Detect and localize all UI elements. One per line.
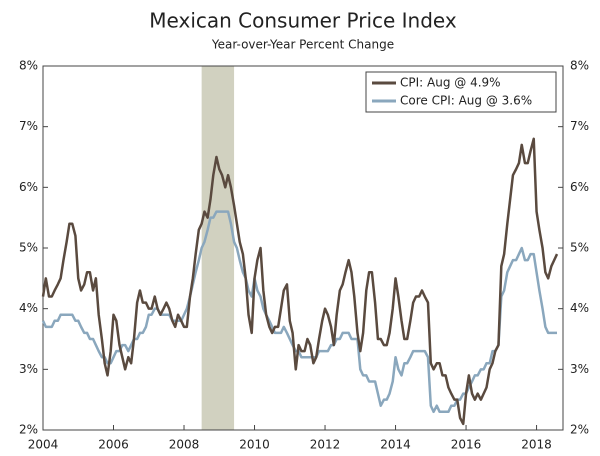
x-tick-label: 2016 bbox=[451, 438, 482, 452]
y2-tick-label: 8% bbox=[570, 59, 589, 73]
x-tick-label: 2014 bbox=[380, 438, 411, 452]
y2-tick-label: 7% bbox=[570, 119, 589, 133]
legend-box bbox=[365, 71, 557, 113]
legend-label: CPI: Aug @ 4.9% bbox=[400, 76, 501, 90]
y2-tick-label: 3% bbox=[570, 362, 589, 376]
x-tick-label: 2012 bbox=[310, 438, 341, 452]
y2-tick-label: 5% bbox=[570, 241, 589, 255]
plot-frame bbox=[42, 65, 564, 431]
legend-label: Core CPI: Aug @ 3.6% bbox=[400, 94, 532, 108]
y2-tick-label: 6% bbox=[570, 180, 589, 194]
y-tick-label: 2% bbox=[19, 423, 38, 437]
y-tick-label: 4% bbox=[19, 301, 38, 315]
y-tick-label: 5% bbox=[19, 241, 38, 255]
y-tick-label: 7% bbox=[19, 119, 38, 133]
chart-title: Mexican Consumer Price Index bbox=[149, 9, 457, 33]
x-tick-label: 2008 bbox=[169, 438, 200, 452]
y2-tick-label: 2% bbox=[570, 423, 589, 437]
y-tick-label: 8% bbox=[19, 59, 38, 73]
y2-tick-label: 4% bbox=[570, 301, 589, 315]
series-line bbox=[41, 210, 558, 414]
shaded-period bbox=[201, 66, 235, 430]
series-line bbox=[41, 137, 559, 426]
y-tick-label: 3% bbox=[19, 362, 38, 376]
x-tick-label: 2010 bbox=[239, 438, 270, 452]
y-tick-label: 6% bbox=[19, 180, 38, 194]
x-tick-label: 2006 bbox=[98, 438, 129, 452]
chart-subtitle: Year-over-Year Percent Change bbox=[211, 38, 394, 52]
x-tick-label: 2004 bbox=[28, 438, 59, 452]
x-tick-label: 2018 bbox=[521, 438, 552, 452]
